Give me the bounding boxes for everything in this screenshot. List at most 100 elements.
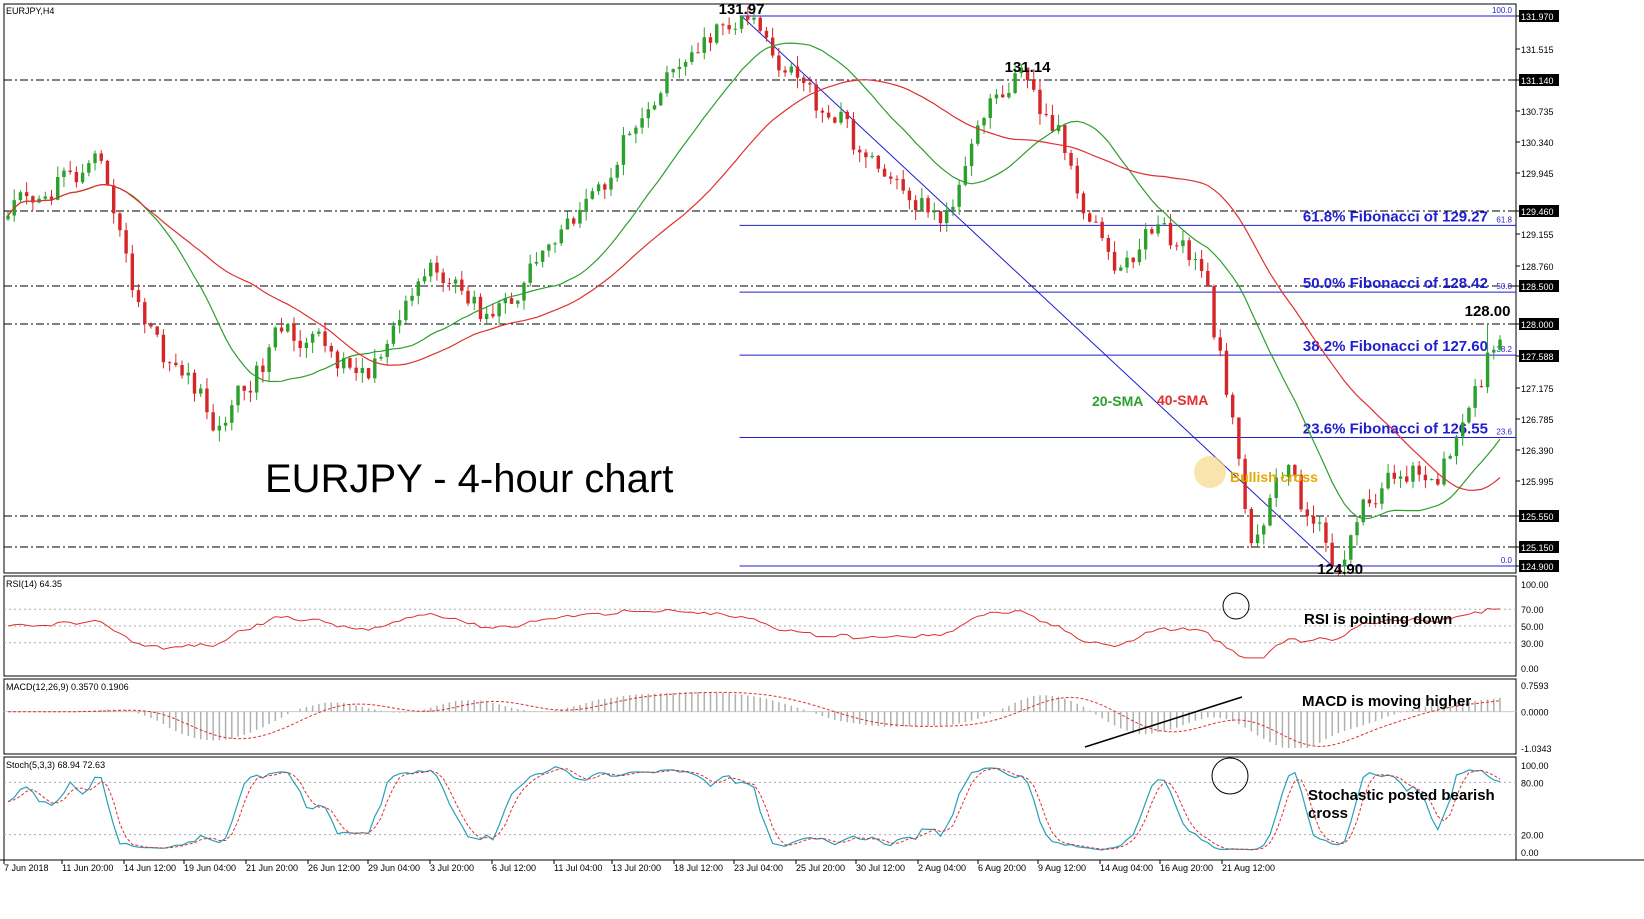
candle-body xyxy=(1467,407,1471,423)
price-tick-label: 126.785 xyxy=(1521,415,1554,425)
candle-body xyxy=(1224,350,1229,395)
candle-body xyxy=(559,229,563,244)
candle-body xyxy=(770,37,775,56)
stoch-circle xyxy=(1211,757,1249,795)
price-tag-label: 128.500 xyxy=(1521,282,1554,292)
candle-body xyxy=(1355,522,1359,536)
candle-body xyxy=(379,357,383,359)
candle-body xyxy=(391,325,396,344)
swing-level-label: 131.97 xyxy=(719,1,765,18)
macd-signal-line xyxy=(8,691,1501,748)
fibonacci-trendline xyxy=(741,15,1333,567)
macd-tick-label: 0.7593 xyxy=(1521,681,1549,691)
bullish-cross-label: Bullish cross xyxy=(1230,469,1318,485)
candle-body xyxy=(180,365,184,376)
candle-body xyxy=(553,243,557,245)
stoch-tick-label: 80.00 xyxy=(1521,778,1544,788)
candle-body xyxy=(1212,286,1216,338)
candle-body xyxy=(982,118,986,126)
candle-body xyxy=(565,218,570,230)
stoch-tick-label: 0.00 xyxy=(1521,848,1539,858)
time-label: 3 Jul 20:00 xyxy=(430,863,474,873)
fib-pct-label: 23.6 xyxy=(1496,427,1512,436)
candle-body xyxy=(1007,93,1011,98)
time-label: 19 Jun 04:00 xyxy=(184,863,236,873)
candle-body xyxy=(192,372,197,394)
candle-body xyxy=(267,347,271,372)
candle-body xyxy=(1162,223,1167,225)
candle-body xyxy=(1473,386,1477,408)
candle-body xyxy=(1075,165,1079,194)
candle-body xyxy=(777,55,781,71)
fib-pct-label: 0.0 xyxy=(1501,556,1513,565)
candle-body xyxy=(335,351,340,369)
price-tag xyxy=(1519,318,1559,330)
macd-pane: MACD(12,26,9) 0.3570 0.1906 0.7593 0.0000 -… xyxy=(4,681,1552,754)
candle-body xyxy=(261,365,265,372)
candle-body xyxy=(1311,516,1316,524)
candle-body xyxy=(808,83,812,85)
candle-body xyxy=(1367,499,1372,504)
candle-body xyxy=(1386,472,1390,489)
candle-body xyxy=(1150,229,1154,234)
candle-body xyxy=(839,111,843,123)
candle-body xyxy=(217,425,222,431)
candle-body xyxy=(1025,67,1030,80)
stoch-main-line xyxy=(7,766,1501,851)
candle-body xyxy=(1460,422,1465,437)
candle-body xyxy=(969,143,974,167)
candle-body xyxy=(1131,257,1135,263)
price-tick-label: 131.515 xyxy=(1521,45,1554,55)
fib-pct-label: 100.0 xyxy=(1492,6,1513,15)
candle-body xyxy=(901,179,905,191)
candle-body xyxy=(870,155,874,158)
candle-body xyxy=(397,320,402,326)
price-tick-label: 129.945 xyxy=(1521,169,1554,179)
candle-body xyxy=(18,192,23,201)
stoch-signal-line xyxy=(7,767,1501,851)
candle-body xyxy=(1324,522,1328,543)
candle-body xyxy=(758,17,762,31)
candle-body xyxy=(1137,249,1142,263)
candle-body xyxy=(453,279,458,284)
price-tick-label: 130.735 xyxy=(1521,107,1554,117)
candle-body xyxy=(466,290,470,304)
candle-body xyxy=(366,368,371,379)
macd-annotation: MACD is moving higher xyxy=(1302,693,1471,710)
candle-body xyxy=(49,196,54,200)
candle-body xyxy=(994,94,999,99)
candle-body xyxy=(1492,349,1496,353)
rsi-tick-label: 50.00 xyxy=(1521,622,1544,632)
candle-body xyxy=(1485,352,1490,388)
candle-body xyxy=(416,281,421,296)
candle-body xyxy=(404,300,408,321)
candle-body xyxy=(963,166,968,185)
symbol-label: EURJPY,H4 xyxy=(6,6,54,16)
candle-body xyxy=(926,198,930,213)
candle-body xyxy=(938,211,943,224)
candle-body xyxy=(1330,542,1334,566)
candle-body xyxy=(341,358,346,369)
macd-tick-label: -1.0343 xyxy=(1521,744,1552,754)
time-label: 6 Jul 12:00 xyxy=(492,863,536,873)
candle-body xyxy=(286,324,290,332)
fib-pct-label: 38.2 xyxy=(1496,345,1512,354)
candle-body xyxy=(435,262,439,273)
candle-body xyxy=(429,262,433,277)
candle-body xyxy=(223,422,228,426)
macd-tick-label: 0.0000 xyxy=(1521,708,1549,718)
candle-body xyxy=(447,283,452,285)
candle-body xyxy=(845,111,849,120)
candle-body xyxy=(1411,465,1415,482)
candle-body xyxy=(230,405,234,423)
candle-body xyxy=(1168,223,1173,246)
candle-body xyxy=(522,282,526,301)
candle-body xyxy=(826,112,831,118)
candle-body xyxy=(1119,267,1123,271)
candle-body xyxy=(211,412,215,431)
candle-body xyxy=(739,16,744,29)
candle-body xyxy=(1125,257,1129,268)
candle-body xyxy=(1187,240,1191,261)
candle-body xyxy=(167,362,172,364)
rsi-tick-label: 100.00 xyxy=(1521,580,1549,590)
